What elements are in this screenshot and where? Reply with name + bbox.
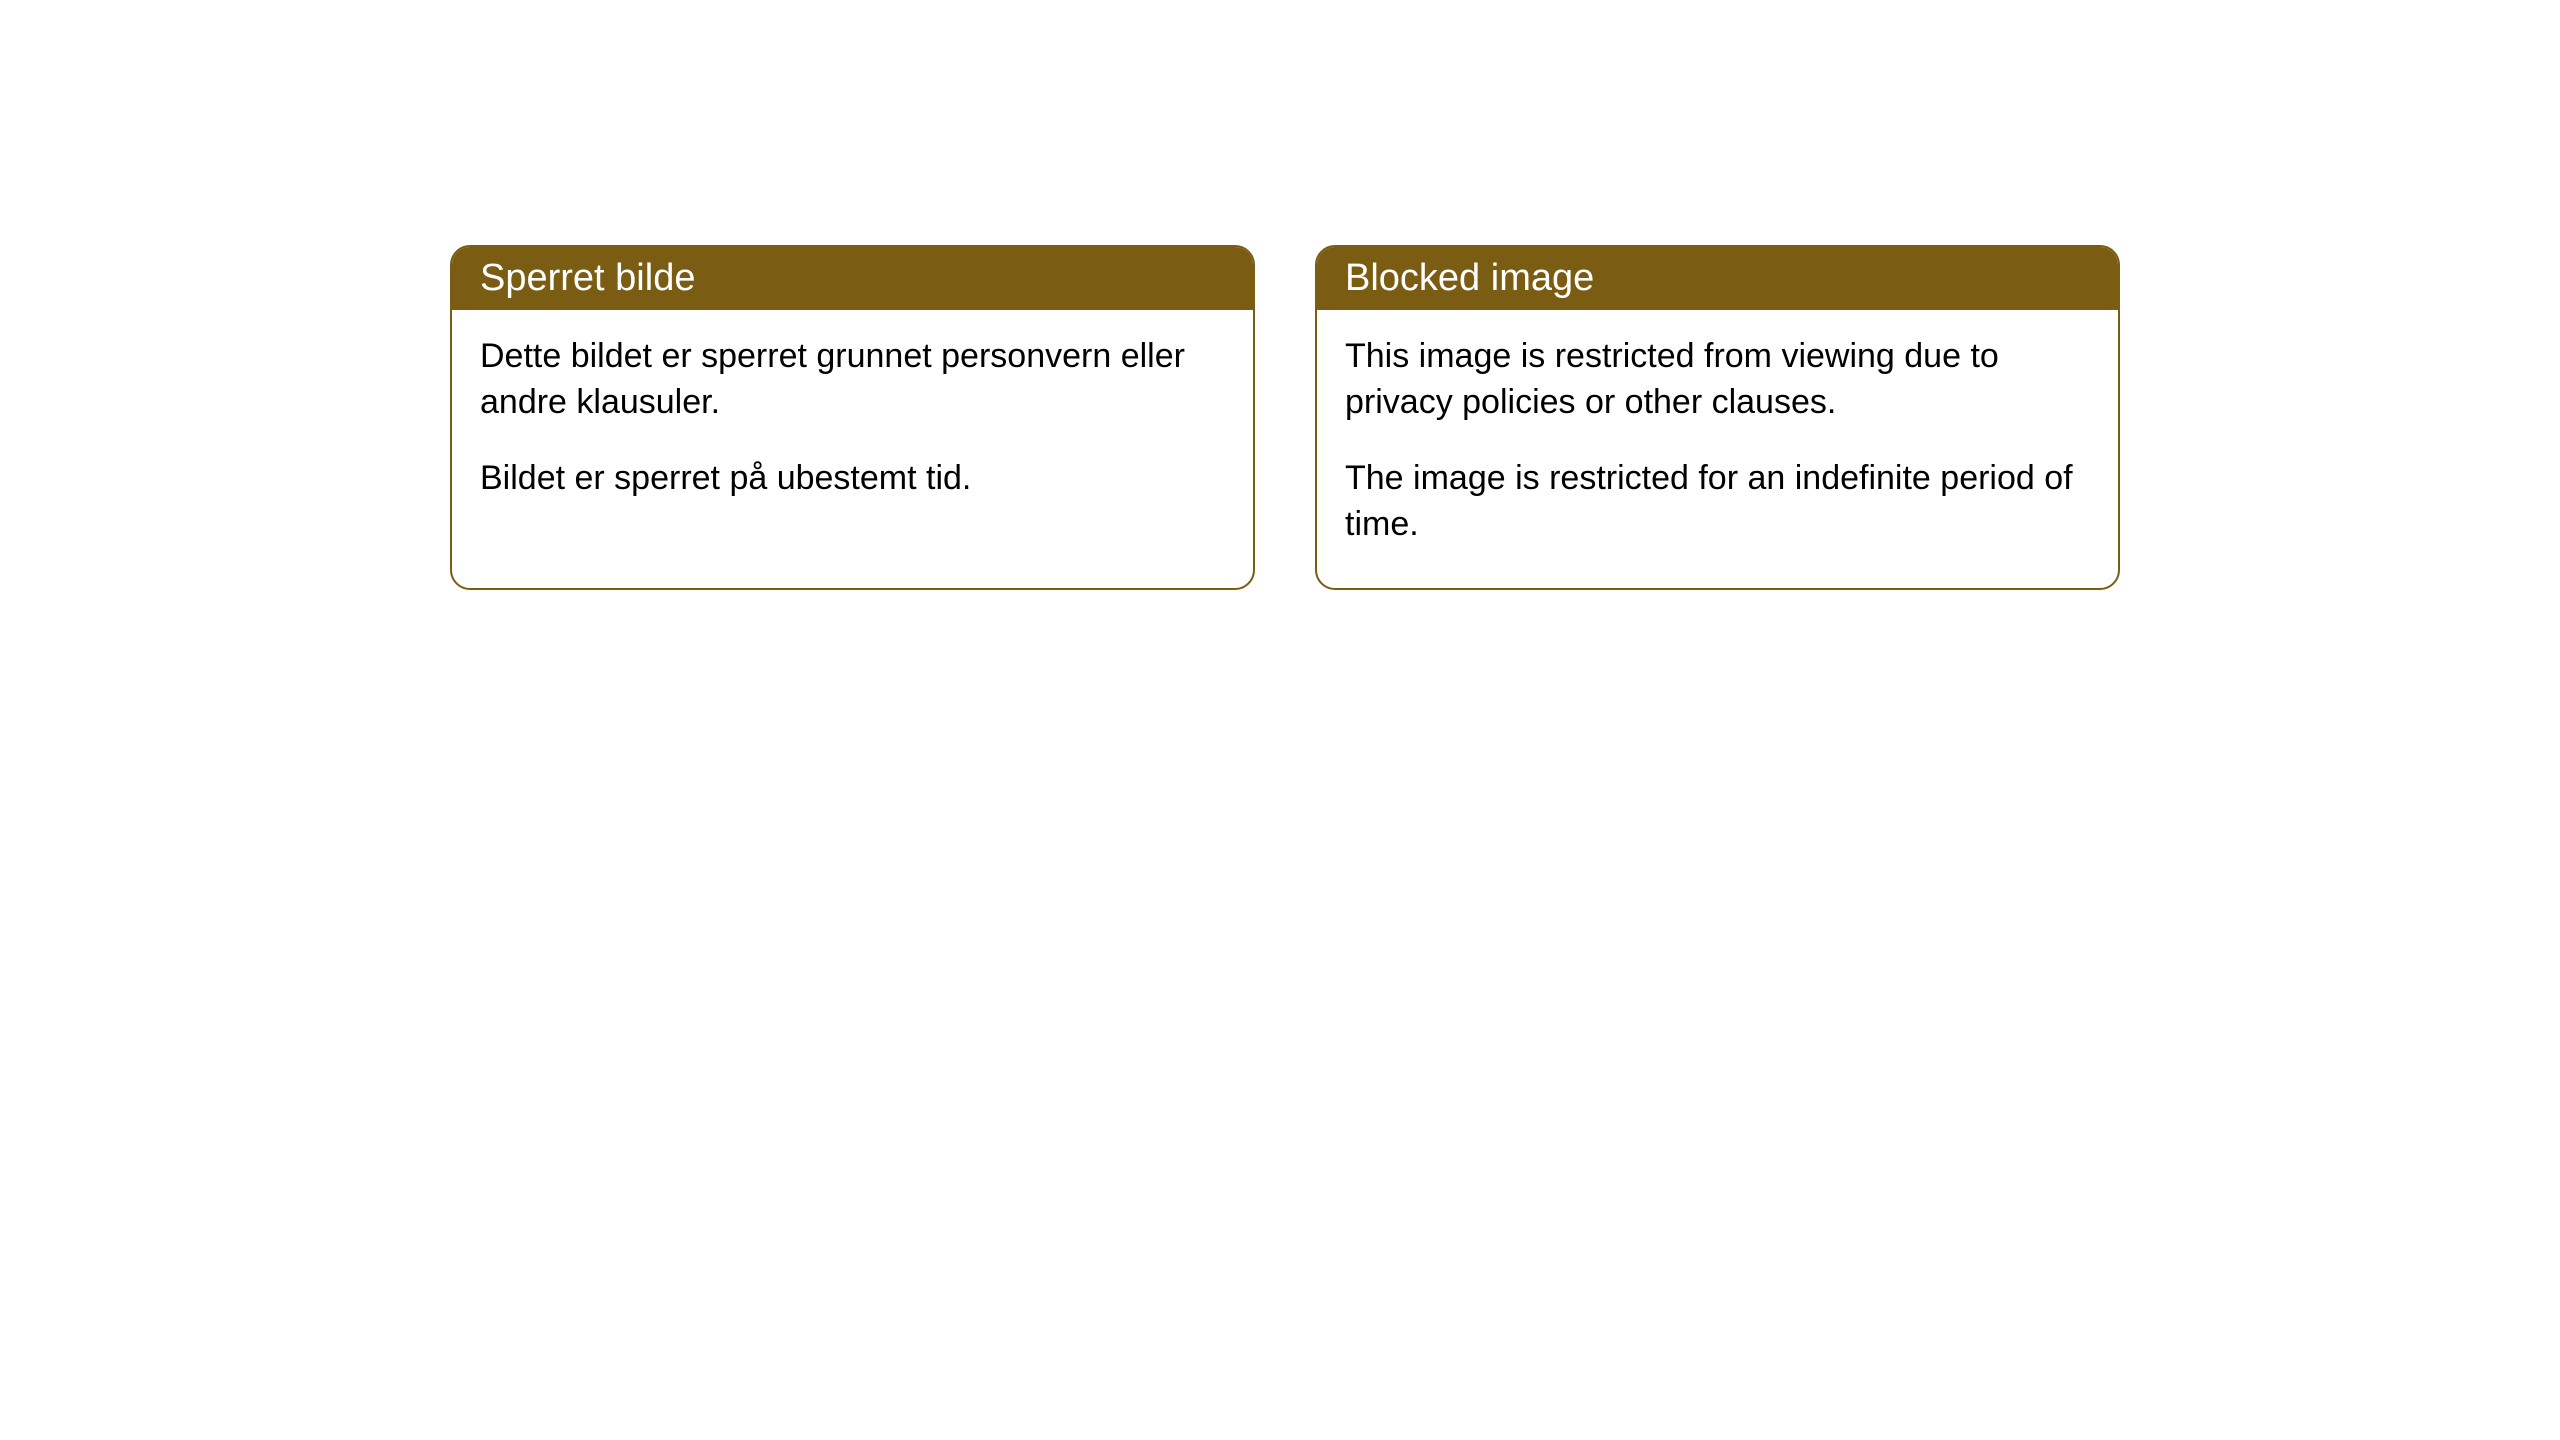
notice-card-title: Sperret bilde — [452, 247, 1253, 310]
notice-card-norwegian: Sperret bilde Dette bildet er sperret gr… — [450, 245, 1255, 590]
notice-card-body: This image is restricted from viewing du… — [1317, 310, 2118, 588]
notice-paragraph: The image is restricted for an indefinit… — [1345, 456, 2090, 548]
notice-card-body: Dette bildet er sperret grunnet personve… — [452, 310, 1253, 542]
notice-card-title: Blocked image — [1317, 247, 2118, 310]
notice-paragraph: Bildet er sperret på ubestemt tid. — [480, 456, 1225, 502]
notice-paragraph: Dette bildet er sperret grunnet personve… — [480, 334, 1225, 426]
notice-cards-container: Sperret bilde Dette bildet er sperret gr… — [450, 245, 2120, 590]
notice-paragraph: This image is restricted from viewing du… — [1345, 334, 2090, 426]
notice-card-english: Blocked image This image is restricted f… — [1315, 245, 2120, 590]
